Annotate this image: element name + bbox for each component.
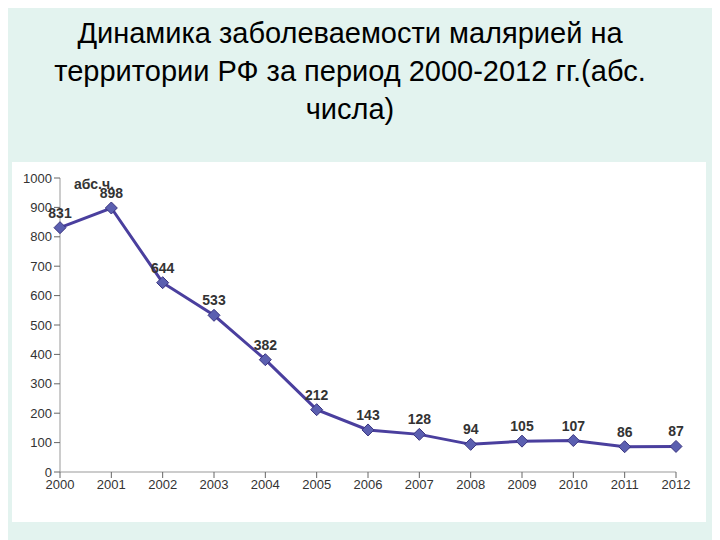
svg-text:2012: 2012 xyxy=(662,477,691,492)
svg-text:300: 300 xyxy=(30,376,52,391)
svg-text:831: 831 xyxy=(48,205,72,221)
svg-text:105: 105 xyxy=(510,418,534,434)
svg-text:0: 0 xyxy=(45,465,52,480)
svg-text:2002: 2002 xyxy=(148,477,177,492)
svg-text:900: 900 xyxy=(30,200,52,215)
svg-text:2001: 2001 xyxy=(97,477,126,492)
svg-text:2004: 2004 xyxy=(251,477,280,492)
svg-text:2011: 2011 xyxy=(611,477,639,492)
svg-text:87: 87 xyxy=(668,423,684,439)
svg-text:86: 86 xyxy=(617,424,633,440)
svg-text:400: 400 xyxy=(30,347,52,362)
svg-text:700: 700 xyxy=(30,259,52,274)
html-text:Динамика заболеваемости маляри: Динамика заболеваемости малярией на терр… xyxy=(54,17,646,125)
svg-text:600: 600 xyxy=(30,288,52,303)
svg-text:94: 94 xyxy=(463,421,479,437)
svg-text:2010: 2010 xyxy=(559,477,588,492)
svg-text:1000: 1000 xyxy=(23,171,52,186)
svg-text:898: 898 xyxy=(99,185,123,201)
svg-text:2008: 2008 xyxy=(456,477,485,492)
svg-text:2003: 2003 xyxy=(200,477,229,492)
svg-text:2000: 2000 xyxy=(45,477,75,493)
svg-text:212: 212 xyxy=(305,387,329,403)
svg-text:143: 143 xyxy=(356,407,380,423)
svg-text:107: 107 xyxy=(562,418,586,434)
svg-text:533: 533 xyxy=(202,292,226,308)
svg-text:644: 644 xyxy=(151,260,175,276)
svg-text:128: 128 xyxy=(408,411,432,427)
svg-text:2005: 2005 xyxy=(302,477,331,492)
svg-text:2006: 2006 xyxy=(354,477,383,492)
html-text:абс.ч.: абс.ч. xyxy=(74,176,114,192)
svg-text:100: 100 xyxy=(30,435,52,450)
svg-text:800: 800 xyxy=(30,229,52,244)
svg-text:382: 382 xyxy=(254,337,278,353)
svg-text:2009: 2009 xyxy=(508,477,537,492)
svg-text:2007: 2007 xyxy=(405,477,434,492)
svg-text:200: 200 xyxy=(30,406,52,421)
svg-text:500: 500 xyxy=(30,318,52,333)
